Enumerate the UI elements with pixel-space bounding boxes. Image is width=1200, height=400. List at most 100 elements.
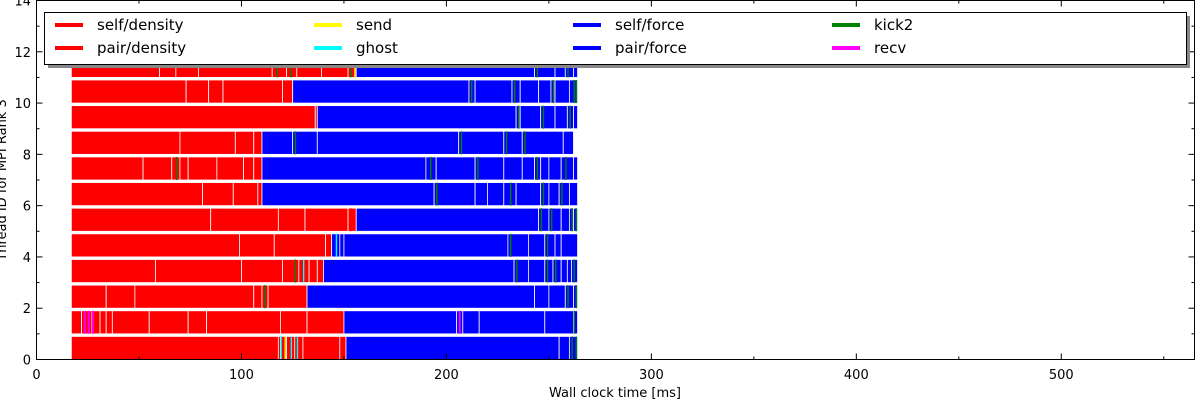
y-tick-label-2: 2	[23, 302, 31, 317]
bar-segment-force-thread-8	[261, 130, 294, 155]
bar-segment-density-thread-6	[70, 182, 203, 207]
bar-segment-force-thread-7	[521, 156, 535, 181]
task-mark-kick2-thread-3	[546, 259, 549, 283]
task-mark-kick2-thread-3	[516, 259, 518, 283]
legend-label-pair-density: pair/density	[97, 39, 186, 57]
bar-segment-force-thread-3	[566, 259, 572, 283]
task-mark-kick2-thread-0	[571, 336, 573, 360]
task-mark-kick2-thread-9	[518, 105, 520, 129]
task-mark-kick2-thread-6	[542, 182, 545, 206]
bar-segment-density-thread-7	[243, 156, 255, 181]
legend-box	[44, 12, 1187, 65]
bar-segment-force-thread-7	[261, 156, 427, 181]
task-mark-kick2-thread-3	[555, 259, 557, 283]
bar-segment-density-thread-5	[210, 207, 279, 232]
task-mark-kick2-thread-8	[294, 131, 297, 155]
bar-segment-density-thread-2	[105, 284, 136, 309]
task-mark-kick2-thread-8	[505, 131, 508, 155]
legend-label-pair-force: pair/force	[615, 39, 687, 57]
task-mark-recv-thread-1	[458, 310, 461, 334]
bar-segment-force-thread-7	[560, 156, 574, 181]
bar-segment-density-thread-3	[241, 259, 283, 283]
task-mark-recv-thread-1	[87, 310, 90, 334]
task-mark-kick2-thread-8	[524, 131, 526, 155]
bar-segment-density-thread-3	[70, 259, 156, 283]
task-mark-kick2-thread-8	[460, 131, 463, 155]
bar-segment-force-thread-9	[519, 105, 542, 130]
bar-segment-density-thread-10	[208, 79, 224, 104]
task-mark-kick2-thread-3	[294, 259, 297, 283]
bar-segment-density-thread-1	[70, 310, 82, 335]
bar-segment-density-thread-2	[267, 284, 308, 309]
task-mark-kick2-thread-10	[514, 79, 516, 104]
bar-segment-force-thread-6	[261, 182, 435, 207]
bar-segment-force-thread-4	[343, 233, 509, 258]
x-tick-label-100: 100	[229, 368, 254, 383]
bar-segment-density-thread-2	[134, 284, 255, 309]
bar-segment-density-thread-7	[253, 156, 263, 181]
bar-segment-density-thread-7	[142, 156, 173, 181]
task-mark-kick2-thread-10	[575, 79, 577, 104]
bar-segment-force-thread-6	[568, 182, 578, 207]
task-mark-ghost-thread-0	[280, 336, 282, 360]
task-mark-kick2-thread-1	[573, 310, 575, 334]
y-tick-label-10: 10	[14, 97, 31, 112]
y-tick-label-0: 0	[23, 354, 31, 369]
bar-segment-force-thread-2	[548, 284, 566, 309]
legend-label-self-density: self/density	[97, 16, 184, 34]
task-mark-recv-thread-1	[91, 310, 94, 334]
task-mark-ghost-thread-0	[296, 336, 299, 360]
task-mark-kick2-thread-7	[430, 156, 432, 180]
bar-segment-force-thread-3	[560, 259, 568, 283]
task-mark-kick2-thread-7	[565, 156, 567, 180]
task-mark-kick2-thread-3	[573, 259, 575, 283]
bar-segment-force-thread-6	[515, 182, 542, 207]
bar-segment-force-thread-9	[573, 105, 578, 130]
bar-segment-density-thread-4	[70, 233, 240, 258]
bar-segment-density-thread-0	[339, 336, 347, 360]
bar-segment-force-thread-4	[554, 233, 562, 258]
task-mark-ghost-thread-0	[290, 336, 293, 360]
bar-segment-force-thread-7	[435, 156, 476, 181]
bar-segment-force-thread-7	[503, 156, 523, 181]
legend-label-self-force: self/force	[615, 16, 684, 34]
bar-segment-force-thread-10	[511, 79, 521, 104]
task-mark-kick2-thread-9	[569, 105, 571, 129]
bar-segment-density-thread-3	[282, 259, 300, 283]
bar-segment-density-thread-5	[277, 207, 306, 232]
bar-segment-force-thread-1	[478, 310, 546, 335]
bar-segment-force-thread-10	[554, 79, 570, 104]
bar-segment-density-thread-1	[206, 310, 281, 335]
task-mark-kick2-thread-10	[552, 79, 555, 104]
task-mark-send-thread-0	[284, 336, 286, 360]
legend-label-recv: recv	[874, 39, 906, 57]
bar-segment-force-thread-5	[560, 207, 570, 232]
bar-segment-force-thread-9	[316, 105, 517, 130]
x-tick-label-200: 200	[434, 368, 459, 383]
y-tick-label-4: 4	[23, 251, 31, 266]
task-mark-ghost-thread-4	[335, 233, 338, 257]
bar-segment-density-thread-6	[232, 182, 259, 207]
bar-segment-force-thread-6	[474, 182, 488, 207]
bar-segment-density-thread-0	[70, 336, 279, 360]
bar-segment-density-thread-10	[282, 79, 294, 104]
bar-segment-force-thread-10	[474, 79, 513, 104]
x-tick-label-300: 300	[639, 368, 664, 383]
bar-segment-force-thread-0	[558, 336, 570, 360]
bar-segment-density-thread-2	[253, 284, 263, 309]
task-mark-kick2-thread-5	[540, 208, 543, 232]
bar-segment-density-thread-7	[171, 156, 181, 181]
task-mark-kick2-thread-10	[573, 79, 575, 104]
bar-segment-density-thread-6	[257, 182, 263, 207]
task-mark-kick2-thread-2	[567, 285, 569, 309]
y-axis-label: Thread ID for MPI Rank 3	[0, 99, 10, 261]
bar-segment-density-thread-1	[187, 310, 208, 335]
task-mark-ghost-thread-3	[302, 259, 305, 283]
bar-segment-density-thread-8	[253, 130, 263, 155]
legend-label-ghost: ghost	[356, 39, 398, 57]
task-mark-kick2-thread-2	[575, 285, 577, 309]
bar-segment-force-thread-4	[339, 233, 345, 258]
bar-segment-force-thread-10	[292, 79, 470, 104]
bar-segment-force-thread-8	[562, 130, 574, 155]
